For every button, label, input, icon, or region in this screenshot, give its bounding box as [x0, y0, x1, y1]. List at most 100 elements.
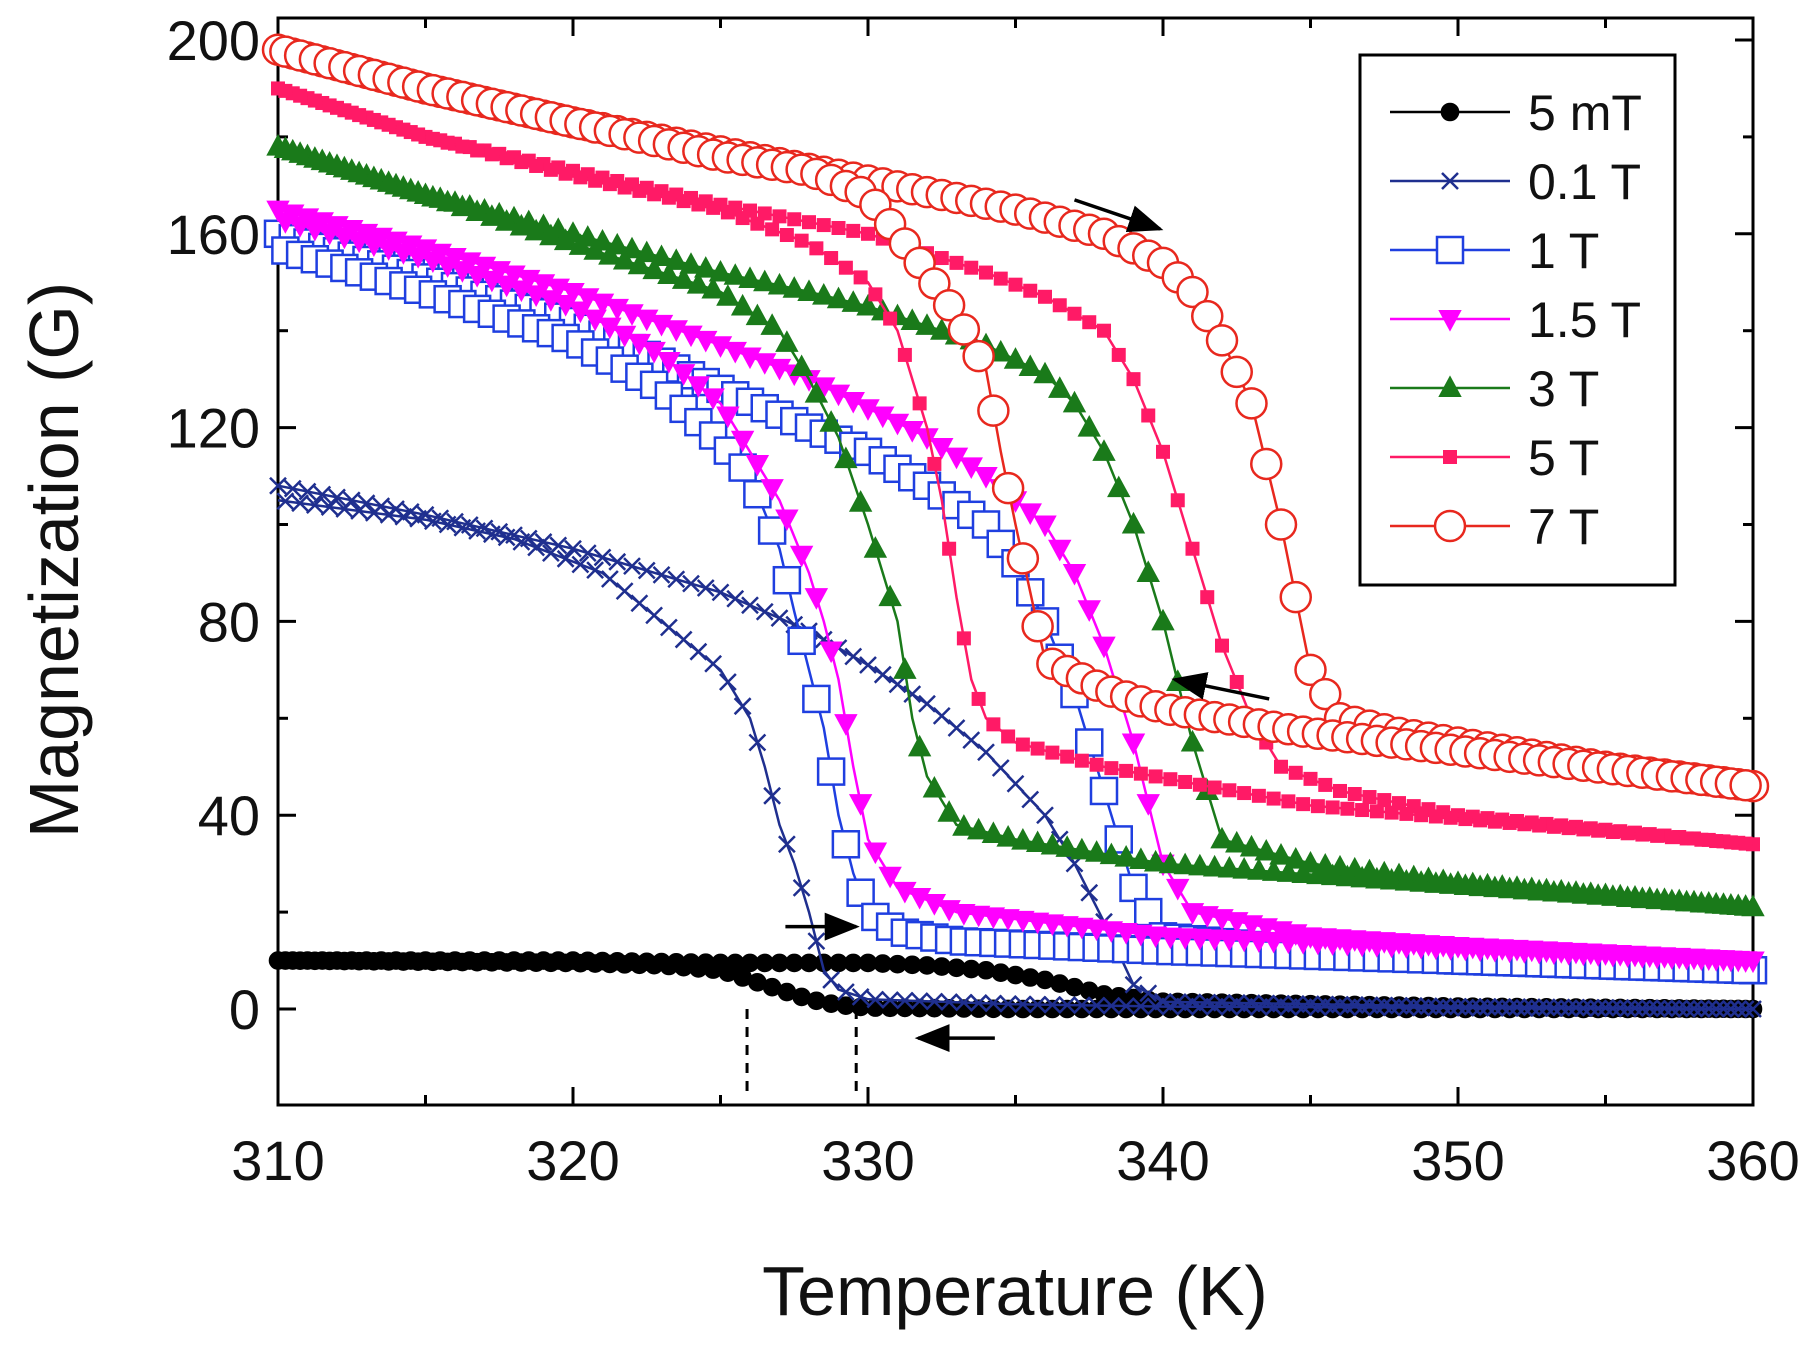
data-point [863, 536, 888, 558]
y-tick-label: 40 [198, 784, 260, 847]
data-point [1664, 830, 1679, 845]
data-point [1129, 847, 1153, 870]
data-point [1721, 1000, 1740, 1018]
data-point [907, 887, 932, 910]
data-point [956, 631, 971, 646]
data-point [971, 691, 986, 706]
data-point [760, 479, 784, 501]
data-point [977, 743, 995, 762]
data-point [1062, 390, 1087, 413]
data-point [822, 971, 841, 989]
data-point [1340, 801, 1355, 816]
data-point [831, 220, 846, 235]
data-point [1048, 539, 1072, 562]
data-point [1736, 1000, 1755, 1018]
data-point [1239, 834, 1264, 857]
data-point [775, 330, 799, 352]
data-point [873, 665, 892, 684]
data-point [934, 251, 949, 266]
data-point [986, 717, 1001, 732]
series-5-mT [268, 951, 1763, 1019]
data-point [539, 223, 563, 246]
data-point [1028, 995, 1047, 1014]
data-point [949, 255, 964, 270]
data-point [661, 190, 676, 205]
data-point [676, 194, 691, 209]
data-point [1633, 999, 1652, 1018]
data-point [711, 583, 730, 602]
data-point [826, 384, 851, 407]
branch-heating [269, 476, 1762, 1018]
data-point [748, 733, 767, 752]
data-point [787, 212, 802, 227]
data-point [755, 602, 774, 621]
data-point [918, 694, 936, 713]
data-point [1232, 857, 1256, 879]
legend-entry: 5 mT [1390, 85, 1642, 141]
data-point [1353, 998, 1372, 1017]
data-point [1399, 806, 1414, 821]
data-point [765, 222, 780, 237]
data-point [406, 180, 430, 202]
data-point [647, 187, 662, 202]
data-point [657, 262, 681, 284]
data-point [772, 209, 787, 224]
data-point [1689, 890, 1714, 913]
data-point [1136, 794, 1160, 816]
data-point [1074, 753, 1089, 768]
data-point [907, 734, 932, 757]
data-point [1428, 809, 1443, 824]
data-point [1556, 881, 1581, 903]
data-point [1601, 884, 1625, 906]
data-point [1220, 355, 1253, 389]
data-point [760, 313, 784, 335]
data-point [851, 988, 870, 1006]
data-point [686, 376, 711, 398]
data-point [527, 538, 546, 557]
data-point [807, 932, 826, 951]
data-point [750, 216, 765, 231]
data-point [819, 410, 843, 432]
data-point [704, 654, 723, 673]
data-point [588, 173, 603, 188]
series-7-T [261, 33, 1770, 803]
data-point [484, 147, 499, 162]
data-point [802, 215, 816, 230]
y-tick-label: 200 [167, 9, 260, 72]
data-point [276, 492, 295, 511]
data-point [632, 183, 647, 198]
data-point [770, 609, 789, 628]
data-point [979, 265, 993, 280]
data-point [1591, 823, 1606, 838]
data-point [723, 341, 747, 364]
data-point [337, 103, 352, 118]
data-point [553, 228, 578, 251]
data-point [288, 141, 312, 163]
legend: 5 mT 0.1 T 1 T 1.5 T 3 T 5 T 7 T [1358, 53, 1677, 587]
data-point [465, 199, 489, 221]
data-point [1630, 886, 1655, 909]
data-point [1438, 310, 1462, 332]
data-point [733, 697, 752, 716]
data-point [558, 166, 573, 181]
data-point [645, 606, 664, 625]
series-layer [261, 33, 1770, 1019]
data-point [1660, 888, 1684, 911]
data-point [1274, 759, 1288, 774]
data-point [482, 525, 501, 544]
legend-label: 0.1 T [1528, 154, 1641, 210]
data-point [1362, 790, 1377, 805]
data-point [1441, 172, 1459, 190]
data-point [682, 574, 700, 593]
data-point [283, 479, 302, 498]
data-point [1620, 826, 1635, 841]
data-point [1126, 372, 1141, 387]
data-point [364, 503, 383, 522]
data-point [996, 825, 1020, 847]
data-point [1434, 997, 1453, 1016]
data-point [789, 354, 814, 377]
data-point [922, 775, 947, 798]
data-point [745, 303, 770, 326]
data-point [812, 282, 836, 305]
